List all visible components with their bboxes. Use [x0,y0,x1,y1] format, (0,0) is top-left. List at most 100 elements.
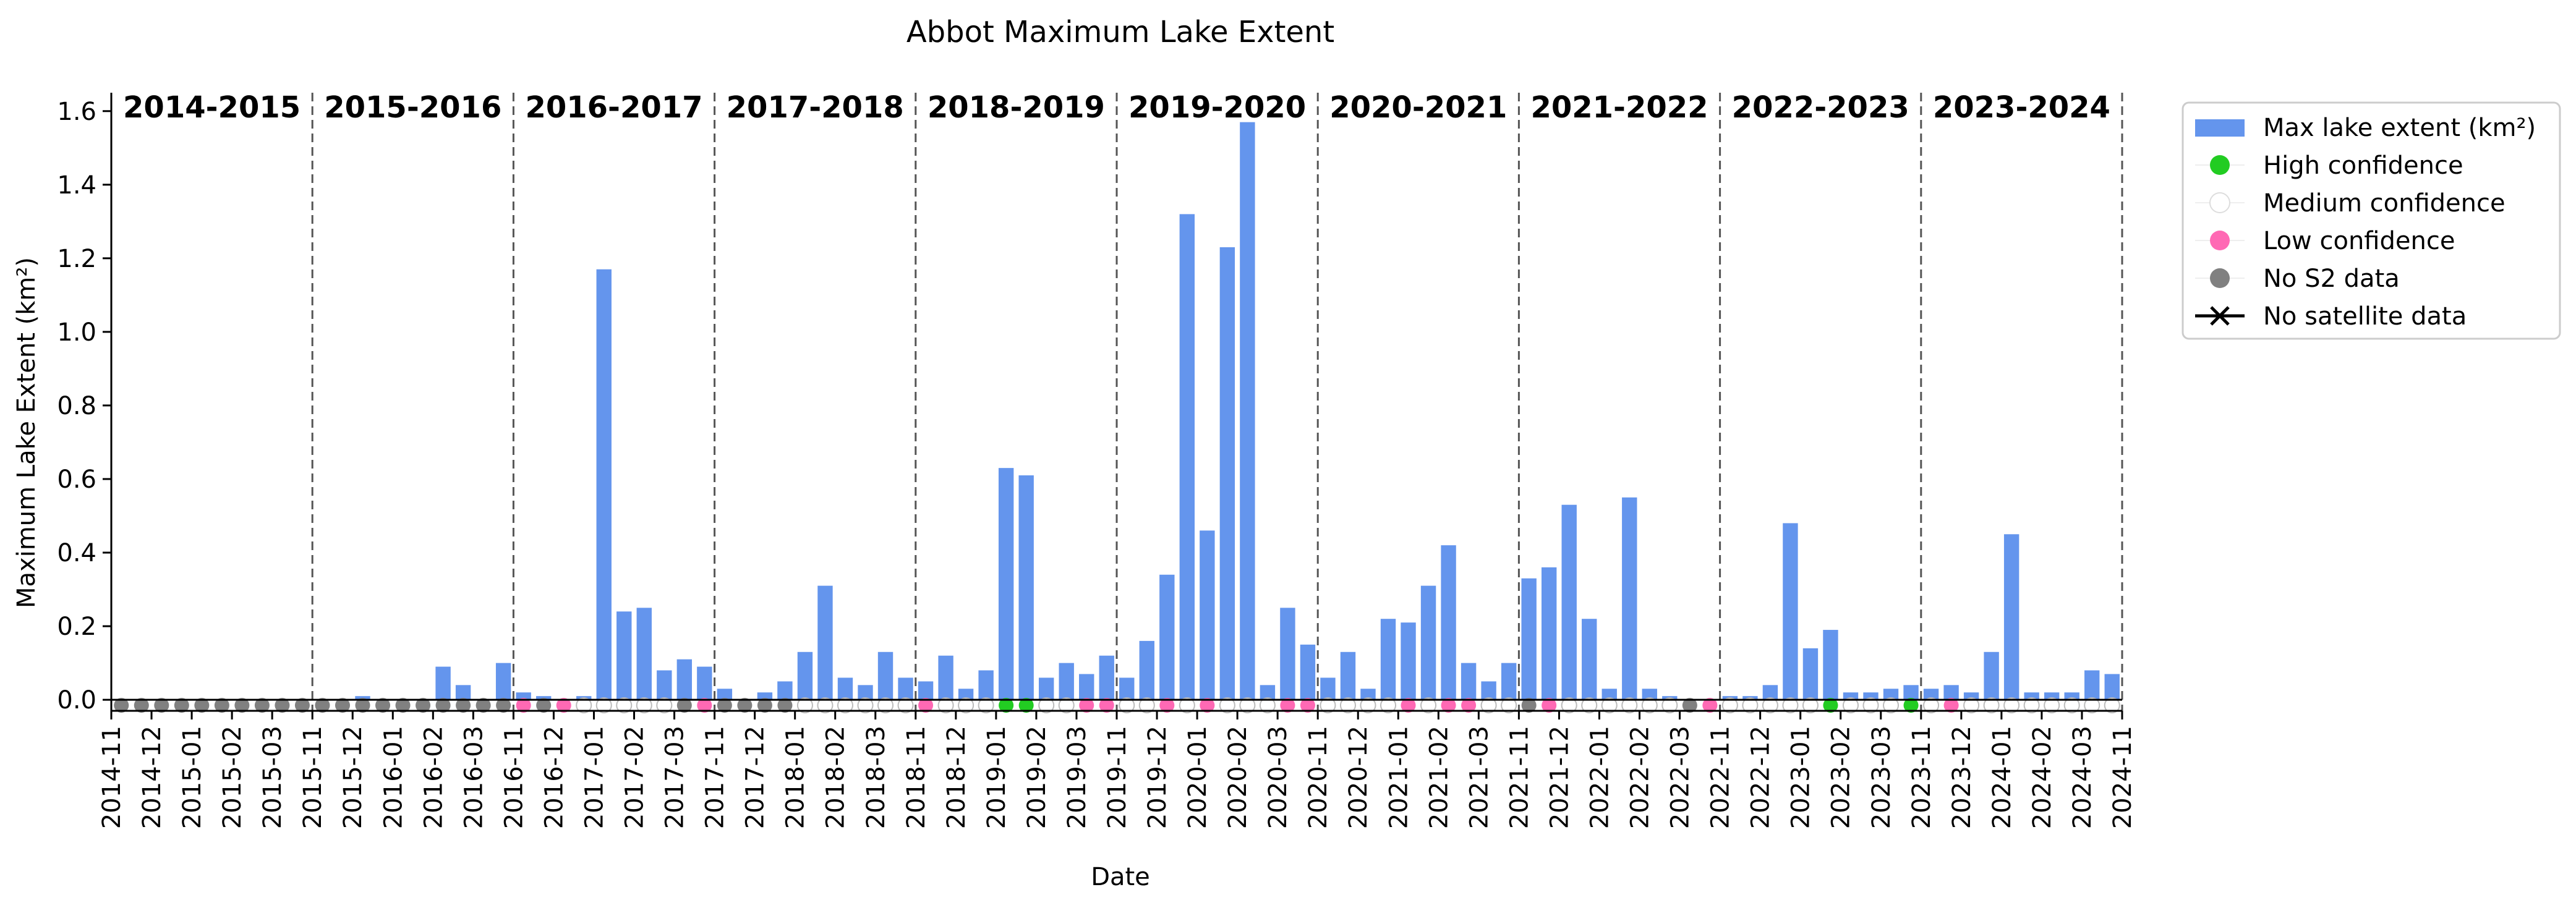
bar [1139,640,1154,700]
confidence-marker [1038,697,1055,714]
x-tick-label: 2014-11 [98,726,126,829]
confidence-marker [877,697,894,714]
bar [978,670,994,700]
confidence-marker [958,697,975,714]
x-tick-label: 2020-02 [1224,726,1252,829]
confidence-marker [1661,697,1678,714]
bar [455,685,471,700]
confidence-marker [214,698,229,713]
bar [1521,578,1537,700]
x-tick-label: 2023-01 [1787,726,1815,829]
confidence-marker [2063,697,2080,714]
bar [817,585,833,700]
bar [1038,677,1054,700]
x-tick-label: 2017-11 [701,726,730,829]
confidence-marker [595,697,612,714]
axes [110,93,2122,716]
confidence-marker [254,698,270,713]
confidence-marker [777,698,793,713]
x-tick-label: 2016-11 [500,726,528,829]
confidence-marker [1200,698,1215,713]
x-tick-label: 2022-11 [1707,726,1735,829]
season-label: 2019-2020 [1128,90,1306,125]
season-label: 2015-2016 [324,90,501,125]
confidence-marker [1300,698,1315,713]
x-tick-label: 2018-12 [942,726,971,829]
legend-bar-swatch [2195,119,2245,137]
confidence-marker [355,698,370,713]
x-tick-label: 2016-02 [419,726,448,829]
confidence-marker [1058,697,1075,714]
confidence-marker [1018,698,1034,713]
x-axis-label: Date [1091,863,1150,891]
bar [717,689,733,700]
x-tick-label: 2024-11 [2109,726,2137,829]
bar [938,655,953,700]
confidence-marker [1641,697,1658,714]
bar [858,685,873,700]
confidence-marker [857,697,874,714]
confidence-marker [234,698,250,713]
x-tick-label: 2023-03 [1867,726,1896,829]
confidence-marker [2044,697,2060,714]
legend-frame [2181,101,2561,340]
bar [898,677,913,700]
confidence-marker [817,697,834,714]
confidence-marker [616,697,633,714]
confidence-marker [1682,698,1697,713]
confidence-marker [576,697,592,714]
bar [1380,619,1396,700]
bar [616,611,632,700]
x-tick-label: 2024-01 [1988,726,2016,829]
season-label: 2021-2022 [1530,90,1708,125]
x-tick-label: 2023-12 [1948,726,1976,829]
confidence-marker [315,698,330,713]
bar [1622,497,1637,700]
confidence-marker [294,698,310,713]
bar [1541,567,1557,700]
y-ticks: 0.0 0.2 0.4 0.6 0.8 1.0 1.2 1.4 1.6 [57,98,111,715]
confidence-marker [1782,697,1799,714]
legend-label-no-satellite: No satellite data [2263,302,2467,331]
x-tick-label: 2022-02 [1626,726,1655,829]
confidence-marker [1480,697,1497,714]
season-label: 2018-2019 [928,90,1105,125]
x-tick-label: 2015-11 [299,726,327,829]
confidence-marker [1883,697,1900,714]
confidence-marker [1943,698,1959,713]
x-tick-label: 2021-03 [1465,726,1493,829]
x-tick-label: 2016-01 [379,726,407,829]
confidence-marker [1320,697,1336,714]
season-dividers [311,93,2123,711]
confidence-marker [1983,697,2000,714]
legend-low-marker [2210,231,2230,250]
confidence-marker [897,697,914,714]
legend-no-s2-marker [2210,268,2230,288]
confidence-marker [717,698,732,713]
bar [1320,677,1336,700]
x-tick-label: 2022-12 [1747,726,1775,829]
confidence-marker [697,698,712,713]
bar [676,659,693,700]
x-tick-label: 2019-01 [983,726,1011,829]
x-tick-label: 2017-03 [661,726,689,829]
bar [2003,534,2019,700]
x-tick-label: 2017-02 [621,726,649,829]
legend-medium-marker [2209,192,2230,213]
bar [877,651,893,700]
confidence-marker [1742,697,1759,714]
bar [1601,689,1617,700]
bar [1240,122,1255,700]
bar [697,666,712,700]
confidence-marker [1862,697,1879,714]
y-tick-label: 1.4 [57,171,96,200]
bar [1059,663,1074,700]
bar [1802,648,1819,700]
bar [1079,674,1094,700]
bar [1863,692,1879,700]
season-label: 2020-2021 [1329,90,1507,125]
bar [636,608,652,700]
x-tick-label: 2020-12 [1344,726,1373,829]
y-tick-label: 0.2 [57,613,96,641]
